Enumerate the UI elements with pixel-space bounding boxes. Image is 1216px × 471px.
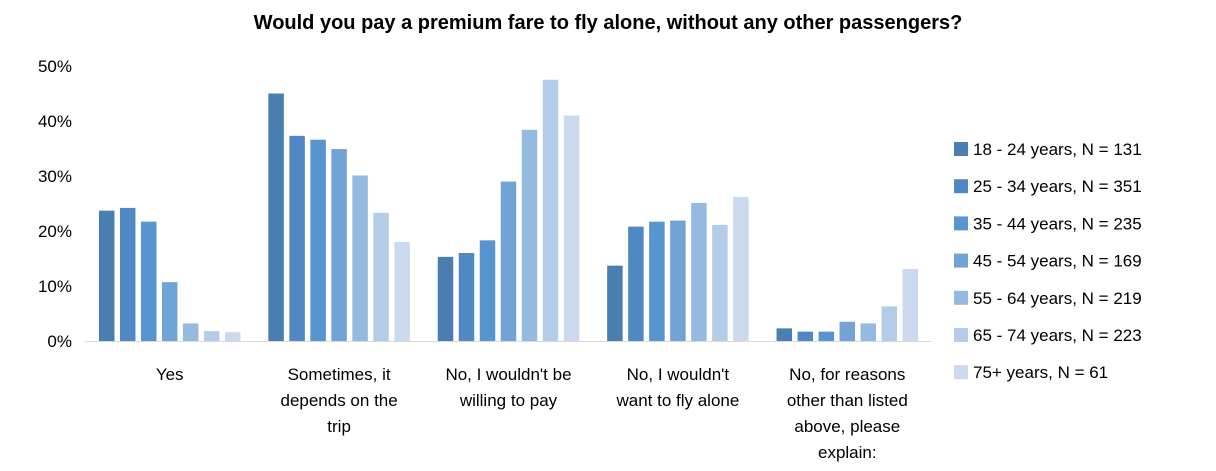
chart-title: Would you pay a premium fare to fly alon…	[253, 12, 963, 34]
bar	[479, 240, 496, 341]
legend-label: 45 - 54 years, N = 169	[973, 252, 1142, 271]
y-tick-label: 20%	[38, 222, 72, 241]
legend-label: 18 - 24 years, N = 131	[973, 140, 1142, 159]
y-tick-label: 10%	[38, 277, 72, 296]
bar	[289, 135, 305, 341]
legend-swatch	[954, 253, 968, 268]
category-label: other than listed	[787, 391, 908, 410]
category-label: Yes	[156, 365, 184, 384]
y-axis-ticks: 0% 10% 20% 30% 40% 50%	[38, 57, 72, 351]
legend-label: 75+ years, N = 61	[973, 363, 1108, 382]
bar	[733, 196, 749, 341]
category-label: No, for reasons	[789, 365, 905, 384]
legend-swatch	[954, 290, 968, 305]
bar	[500, 181, 517, 341]
legend-swatch	[954, 216, 968, 231]
bar	[542, 79, 559, 341]
legend-swatch	[954, 179, 968, 194]
legend-swatch	[954, 328, 968, 342]
legend-label: 65 - 74 years, N = 223	[973, 326, 1142, 345]
bar	[818, 331, 835, 341]
bar	[268, 93, 284, 341]
bar	[310, 139, 326, 341]
bar	[839, 321, 856, 341]
bar	[607, 265, 623, 341]
bar	[797, 331, 814, 341]
bar	[203, 331, 220, 341]
legend-label: 35 - 44 years, N = 235	[973, 214, 1142, 233]
bar	[563, 115, 580, 341]
legend: 18 - 24 years, N = 131 25 - 34 years, N =…	[954, 140, 1142, 382]
bar	[373, 212, 389, 341]
bar	[691, 202, 707, 341]
bar	[649, 221, 665, 341]
bar	[352, 175, 368, 341]
y-tick-label: 40%	[38, 112, 72, 131]
category-label: No, I wouldn't be	[445, 365, 571, 384]
bar	[437, 256, 454, 341]
bar	[394, 242, 410, 341]
category-labels: Yes Sometimes, it depends on the trip No, I …	[156, 365, 908, 462]
category-label: above, please	[794, 417, 900, 436]
bar	[331, 149, 347, 341]
category-label: No, I wouldn't	[627, 365, 730, 384]
bar	[224, 332, 241, 341]
category-label: Sometimes, it	[288, 365, 391, 384]
category-label: willing to pay	[459, 391, 558, 410]
bar-group	[98, 79, 919, 341]
bar	[902, 268, 919, 341]
bar	[860, 323, 877, 341]
legend-swatch	[954, 142, 968, 156]
bar	[670, 220, 686, 341]
bar	[712, 224, 728, 341]
bar	[140, 221, 157, 341]
legend-swatch	[954, 365, 968, 380]
bar	[521, 129, 538, 341]
bar	[881, 306, 898, 341]
y-tick-label: 30%	[38, 167, 72, 186]
legend-label: 25 - 34 years, N = 351	[973, 177, 1142, 196]
bar	[458, 253, 475, 341]
category-label: trip	[327, 417, 351, 436]
bar	[119, 207, 136, 341]
bar	[98, 210, 115, 341]
category-label: explain:	[818, 443, 877, 462]
category-label: depends on the	[280, 391, 397, 410]
bar	[776, 328, 793, 341]
category-label: want to fly alone	[615, 391, 739, 410]
y-tick-label: 50%	[38, 57, 72, 76]
legend-label: 55 - 64 years, N = 219	[973, 289, 1142, 308]
bar	[161, 282, 178, 341]
bar	[182, 323, 199, 341]
bar	[628, 226, 644, 341]
y-tick-label: 0%	[47, 332, 72, 351]
